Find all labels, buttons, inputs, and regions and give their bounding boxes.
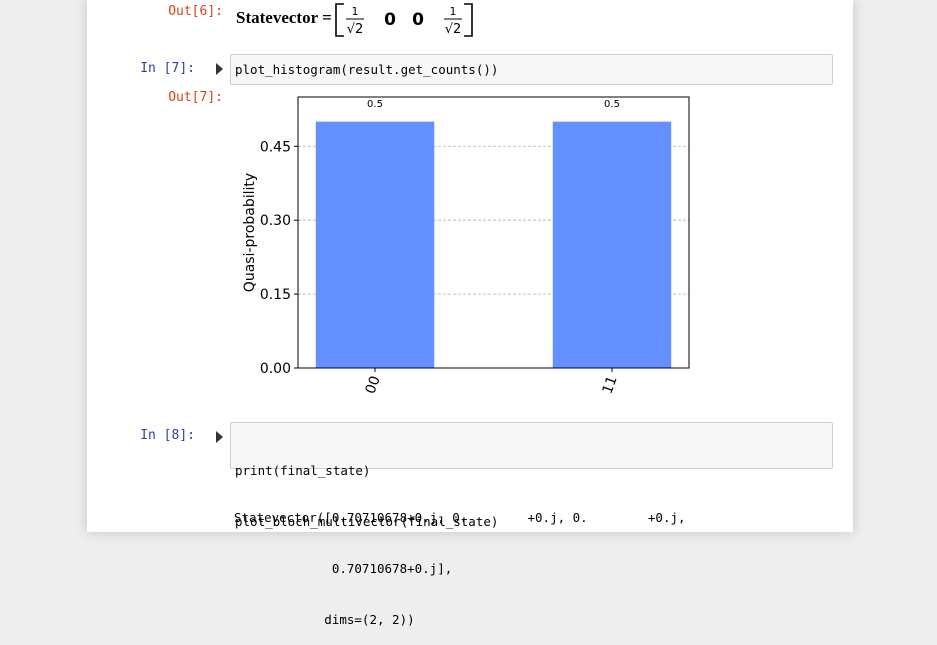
numerator: 1 <box>450 5 457 18</box>
code-line: plot_bloch_multivector(final_state) <box>235 514 499 529</box>
value-label: 0.5 <box>604 99 620 110</box>
output-line: Statevector([0.70710678+0.j, 0. +0.j, 0.… <box>234 510 686 525</box>
matrix-entry: 0 <box>384 10 396 30</box>
out-prompt: Out[7]: <box>168 90 223 105</box>
denominator: √2 <box>445 22 462 37</box>
page: {"cells": [ {"out_prompt": "Out[6]:", "m… <box>87 0 853 627</box>
math-lhs: Statevector = <box>236 8 332 27</box>
numerator: 1 <box>352 5 359 18</box>
bracket-right <box>464 3 473 37</box>
y-tick-label: 0.15 <box>260 287 291 303</box>
plot-frame <box>297 96 690 369</box>
run-button[interactable] <box>216 431 223 443</box>
output-line: dims=(2, 2)) <box>234 612 415 627</box>
value-label: 0.5 <box>367 99 383 110</box>
code-cell[interactable]: print(final_state) plot_bloch_multivecto… <box>230 422 833 529</box>
run-button[interactable] <box>216 63 223 75</box>
output-line: 0.70710678+0.j], <box>234 561 453 576</box>
bracket-left <box>335 3 344 37</box>
matrix-entry: 0 <box>412 10 424 30</box>
x-tick-label: 11 <box>600 374 621 396</box>
bar <box>315 121 435 368</box>
output-text: Statevector([0.70710678+0.j, 0. +0.j, 0.… <box>234 475 686 645</box>
y-tick-label: 0.30 <box>260 213 291 229</box>
in-prompt: In [8]: <box>140 428 195 443</box>
out-prompt: Out[6]: <box>168 4 223 19</box>
code-line: print(final_state) <box>235 463 371 478</box>
code-cell[interactable]: plot_histogram(result.get_counts()) <box>230 54 833 85</box>
in-prompt: In [7]: <box>140 61 195 76</box>
y-tick-label: 0.00 <box>260 361 291 377</box>
y-tick-label: 0.45 <box>260 139 291 155</box>
code-line: plot_histogram(result.get_counts()) <box>235 62 499 77</box>
y-axis-label: Quasi-probability <box>242 173 258 292</box>
bar <box>552 121 672 368</box>
denominator: √2 <box>347 22 364 37</box>
histogram: 0.00 0.15 0.30 0.45 0.5 00 0.5 11 Quasi-probabil… <box>242 96 690 396</box>
x-tick-label: 00 <box>363 374 384 396</box>
matrix: 1 √2 0 0 1 √2 <box>335 3 473 37</box>
